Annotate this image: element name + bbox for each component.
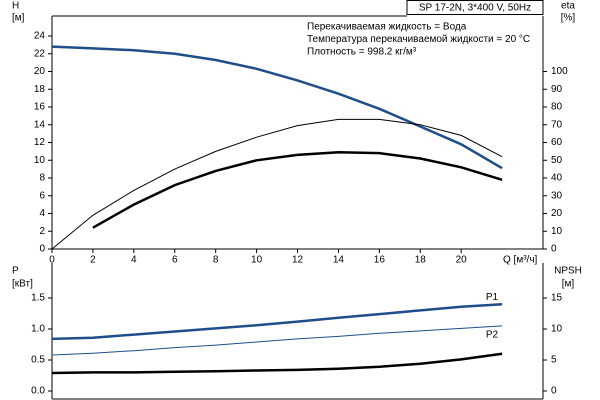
x-tick-label: 2 (90, 255, 96, 266)
x-tick-label: 14 (333, 255, 345, 266)
y-axis-label: H (12, 1, 19, 12)
series-line (92, 151, 503, 229)
annotation: Температура перекачиваемой жидкости = 20… (307, 34, 530, 45)
series-label: P1 (486, 292, 499, 303)
x-tick-label: 4 (131, 255, 137, 266)
series-line (51, 325, 503, 356)
y-axis-label: [м] (12, 13, 25, 24)
y-axis-label: [кВт] (12, 279, 33, 290)
y2-tick-label: 20 (551, 208, 563, 219)
y2-tick-label: 40 (551, 173, 563, 184)
series-line (51, 352, 503, 375)
series-label: P2 (486, 330, 499, 341)
x-tick-label: 20 (456, 255, 468, 266)
chart-title: SP 17-2N, 3*400 V, 50Hz (419, 3, 531, 14)
y-tick-label: 24 (34, 31, 46, 42)
x-tick-label: 16 (374, 255, 386, 266)
y-tick-label: 14 (34, 119, 46, 130)
y2-tick-label: 90 (551, 84, 563, 95)
y-tick-label: 22 (34, 48, 46, 59)
y-axis-label: P (12, 266, 19, 277)
annotation: Плотность = 998.2 кг/м³ (307, 47, 417, 58)
y2-tick-label: 10 (551, 226, 563, 237)
y2-tick-label: 50 (551, 155, 563, 166)
y2-tick-label: 0 (551, 386, 557, 397)
y2-axis-label: eta (561, 1, 575, 12)
y2-tick-label: 80 (551, 102, 563, 113)
y-tick-label: 20 (34, 66, 46, 77)
y-tick-label: 0.0 (31, 386, 45, 397)
y2-axis-label: [м] (562, 279, 575, 290)
x-tick-label: 18 (415, 255, 427, 266)
y-tick-label: 0.5 (31, 355, 45, 366)
y-tick-label: 0 (39, 244, 45, 255)
series-line (51, 118, 503, 250)
series-line (51, 302, 503, 341)
y-tick-label: 10 (34, 155, 46, 166)
y-tick-label: 16 (34, 102, 46, 113)
annotation: Перекачиваемая жидкость = Вода (307, 22, 467, 33)
y2-tick-label: 30 (551, 190, 563, 201)
x-tick-label: 8 (213, 255, 219, 266)
y-tick-label: 6 (39, 190, 45, 201)
y2-axis-label: NPSH (554, 266, 582, 277)
y-tick-label: 2 (39, 226, 45, 237)
y2-tick-label: 0 (551, 244, 557, 255)
y2-tick-label: 10 (551, 324, 563, 335)
y-tick-label: 1.5 (31, 293, 45, 304)
y-tick-label: 8 (39, 173, 45, 184)
y2-tick-label: 70 (551, 119, 563, 130)
y2-tick-label: 5 (551, 355, 557, 366)
x-tick-label: 12 (292, 255, 304, 266)
x-tick-label: 10 (251, 255, 263, 266)
y2-tick-label: 15 (551, 293, 563, 304)
x-tick-label: 0 (49, 255, 55, 266)
y-tick-label: 4 (39, 208, 45, 219)
x-tick-label: 6 (172, 255, 178, 266)
y2-tick-label: 60 (551, 137, 563, 148)
y2-tick-label: 100 (551, 66, 568, 77)
y-tick-label: 18 (34, 84, 46, 95)
y-tick-label: 1.0 (31, 324, 45, 335)
y2-axis-label: [%] (561, 13, 576, 24)
y-tick-label: 12 (34, 137, 46, 148)
x-axis-label: Q [м³/ч] (503, 255, 538, 266)
series-line (51, 45, 503, 170)
title-box (406, 0, 544, 15)
